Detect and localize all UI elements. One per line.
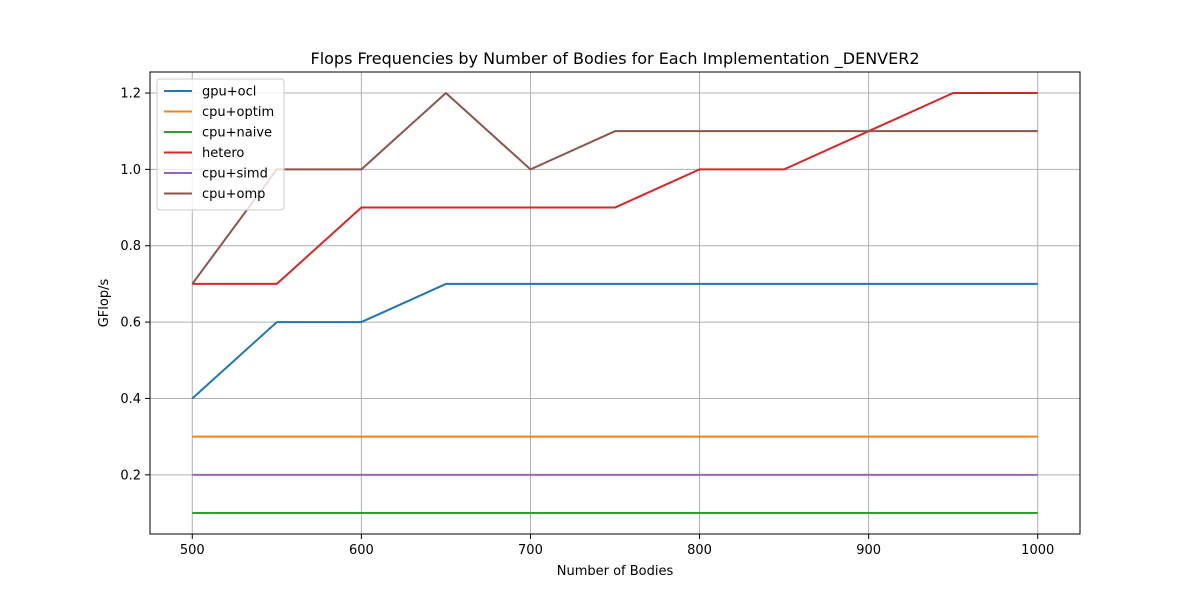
series-line-cpu-omp — [191, 92, 1038, 285]
series-line-gpu-ocl — [191, 282, 1038, 400]
legend-label: cpu+omp — [202, 187, 265, 202]
legend-label: cpu+simd — [202, 167, 268, 182]
series-line-hetero — [192, 92, 1038, 285]
y-tick-label: 0.4 — [120, 392, 141, 407]
x-axis-label: Number of Bodies — [557, 564, 674, 579]
y-tick-label: 0.6 — [120, 316, 141, 331]
x-tick-label: 900 — [856, 543, 881, 558]
x-tick-label: 1000 — [1021, 543, 1054, 558]
legend: gpu+ocl cpu+optim cpu+naive hetero cpu+simd c… — [156, 78, 285, 211]
x-tick-label: 600 — [349, 543, 374, 558]
y-tick-label: 0.8 — [120, 239, 141, 254]
x-tick-label: 700 — [518, 543, 543, 558]
y-tick-label: 1.2 — [120, 87, 141, 102]
legend-label: gpu+ocl — [202, 85, 256, 100]
x-tick-label: 500 — [180, 543, 205, 558]
chart-title: Flops Frequencies by Number of Bodies fo… — [310, 49, 919, 69]
y-tick-label: 1.0 — [120, 163, 141, 178]
y-tick-label: 0.2 — [120, 468, 141, 483]
y-axis-label: GFlop/s — [97, 279, 112, 328]
legend-label: cpu+optim — [202, 105, 274, 120]
y-axis: 0.2 0.4 0.6 0.8 1.0 1.2 — [120, 87, 150, 483]
legend-label: cpu+naive — [202, 126, 272, 141]
plot-frame — [149, 71, 1081, 535]
legend-label: hetero — [202, 146, 244, 161]
x-axis: 500 600 700 800 900 1000 — [180, 534, 1054, 558]
x-tick-label: 800 — [687, 543, 712, 558]
series-lines — [191, 92, 1038, 514]
